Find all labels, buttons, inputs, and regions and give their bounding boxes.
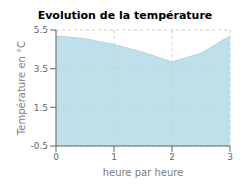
svg-text:5.5: 5.5 [34,25,48,35]
html-text:Evolution de la température: Evolution de la température [37,9,213,22]
svg-text:-0.5: -0.5 [30,141,48,151]
svg-text:heure par heure: heure par heure [103,167,184,178]
svg-text:3.5: 3.5 [34,64,48,74]
svg-text:0: 0 [53,152,59,162]
svg-text:2: 2 [169,152,175,162]
svg-text:Température en °C: Température en °C [16,41,27,136]
svg-text:3: 3 [227,152,233,162]
svg-text:1: 1 [111,152,117,162]
svg-text:1.5: 1.5 [34,103,48,113]
